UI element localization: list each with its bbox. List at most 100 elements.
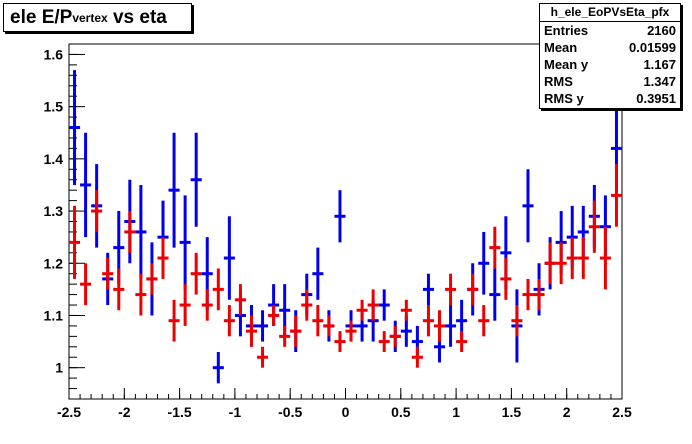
- x-tick-label: -0.5: [278, 404, 302, 420]
- data-point-red: [467, 273, 479, 306]
- data-point-blue: [445, 305, 457, 347]
- plot-frame: [68, 43, 623, 400]
- data-point-red: [489, 226, 501, 269]
- data-point-red: [522, 278, 534, 311]
- data-point-red: [113, 268, 125, 311]
- data-point-blue: [212, 352, 224, 384]
- data-point-red: [433, 310, 446, 342]
- data-point-blue: [135, 184, 147, 279]
- y-tick-label: 1.2: [44, 255, 64, 271]
- x-tick-label: 1: [452, 404, 460, 420]
- stats-row-mean: Mean 0.01599: [540, 39, 680, 56]
- data-point-red: [511, 305, 523, 337]
- data-point-red: [378, 331, 390, 353]
- y-tick-label: 1.4: [44, 151, 64, 167]
- data-point-blue: [190, 132, 202, 227]
- stats-value: 2160: [647, 23, 676, 38]
- data-point-blue: [223, 216, 235, 300]
- data-point-blue: [522, 169, 534, 243]
- data-point-red: [91, 190, 103, 232]
- data-point-blue: [378, 289, 390, 321]
- data-point-red: [223, 305, 235, 337]
- stats-row-entries: Entries 2160: [540, 22, 680, 39]
- data-point-red: [445, 273, 457, 306]
- data-point-red: [212, 268, 224, 311]
- y-tick-label: 1.1: [44, 307, 64, 323]
- stats-row-rms: RMS 1.347: [540, 73, 680, 90]
- stats-box: h_ele_EoPVsEta_pfx Entries 2160 Mean 0.015…: [539, 3, 681, 109]
- data-point-red: [588, 200, 600, 253]
- x-tick-label: 2: [563, 404, 571, 420]
- stats-label: RMS: [544, 74, 573, 89]
- data-point-blue: [478, 231, 490, 295]
- title-main: ele E/P: [10, 6, 73, 28]
- data-point-red: [279, 325, 291, 347]
- x-tick-label: -2.5: [57, 404, 81, 420]
- data-point-red: [456, 331, 468, 353]
- data-point-red: [135, 273, 147, 316]
- x-tick-label: 2.5: [612, 404, 632, 420]
- title-tail: vs eta: [107, 6, 167, 28]
- data-point-red: [301, 289, 313, 321]
- data-series: [69, 70, 622, 384]
- data-point-red: [367, 289, 379, 321]
- data-point-red: [69, 205, 81, 279]
- stats-row-mean-y: Mean y 1.167: [540, 56, 680, 73]
- data-point-red: [478, 305, 490, 337]
- x-tick-label: 0.5: [391, 404, 411, 420]
- data-point-red: [234, 284, 246, 316]
- data-point-red: [544, 242, 556, 285]
- data-point-red: [245, 315, 258, 347]
- data-point-red: [124, 211, 136, 253]
- data-point-blue: [179, 195, 191, 290]
- data-point-red: [102, 258, 114, 290]
- x-tick-label: -2: [118, 404, 131, 420]
- stats-label: Mean y: [544, 57, 589, 72]
- data-point-red: [356, 299, 368, 321]
- stats-row-rms-y: RMS y 0.3951: [540, 90, 680, 107]
- data-point-red: [599, 226, 611, 290]
- x-tick-label: -1.5: [168, 404, 192, 420]
- data-point-red: [411, 346, 423, 368]
- y-tick-label: 1: [55, 360, 63, 376]
- data-point-red: [577, 237, 589, 279]
- y-tick-label: 1.5: [44, 99, 64, 115]
- data-point-red: [555, 242, 567, 285]
- data-point-red: [146, 263, 158, 295]
- data-point-red: [334, 331, 346, 353]
- stats-label: RMS y: [544, 91, 584, 106]
- y-tick-label: 1.6: [44, 46, 64, 62]
- data-point-blue: [334, 190, 346, 243]
- stats-value: 1.167: [643, 57, 676, 72]
- data-point-red: [179, 284, 191, 326]
- stats-value: 0.3951: [636, 91, 676, 106]
- x-tick-label: 1.5: [502, 404, 522, 420]
- stats-label: Mean: [544, 40, 578, 55]
- data-point-red: [500, 258, 512, 300]
- data-point-blue: [168, 132, 180, 248]
- data-point-red: [257, 346, 269, 368]
- data-point-red: [80, 263, 92, 306]
- stats-value: 0.01599: [629, 40, 676, 55]
- x-tick-label: -1: [229, 404, 242, 420]
- data-point-red: [290, 315, 302, 347]
- data-point-red: [610, 164, 622, 227]
- data-point-red: [345, 320, 357, 342]
- chart-title: ele E/P vertex vs eta: [3, 3, 192, 32]
- data-point-blue: [312, 247, 324, 300]
- data-point-red: [566, 237, 578, 279]
- data-point-red: [323, 315, 335, 337]
- data-point-blue: [422, 273, 434, 306]
- stats-value: 1.347: [643, 74, 676, 89]
- data-point-red: [157, 237, 169, 279]
- data-point-red: [168, 299, 180, 342]
- stats-name: h_ele_EoPVsEta_pfx: [540, 4, 680, 22]
- data-point-blue: [489, 268, 501, 321]
- data-point-red: [422, 305, 434, 337]
- data-point-blue: [69, 70, 81, 185]
- data-point-red: [312, 305, 324, 337]
- data-point-blue: [257, 310, 269, 342]
- data-point-red: [389, 325, 401, 347]
- axis-ticks: -2.5 -2 -1.5 -1 -0.5 0 0.5 1 1.5 2 2.5 1 1.1 1.2 1.3 1.…: [44, 43, 632, 420]
